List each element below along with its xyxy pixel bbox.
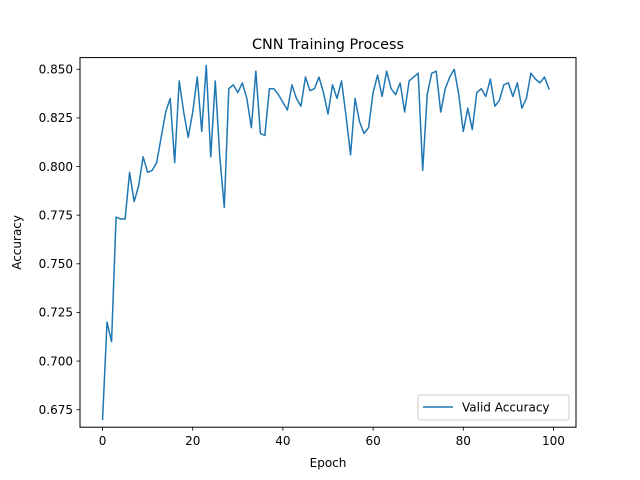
- chart-title: CNN Training Process: [252, 37, 404, 53]
- y-tick-label: 0.725: [39, 306, 73, 320]
- legend-box: [417, 394, 570, 421]
- x-tick-label: 40: [275, 434, 290, 448]
- x-tick-label: 80: [456, 434, 471, 448]
- y-tick-label: 0.825: [39, 111, 73, 125]
- y-axis-label: Accuracy: [10, 215, 24, 270]
- x-axis-label: Epoch: [310, 456, 347, 470]
- series-line-0: [101, 64, 550, 421]
- y-tick-label: 0.750: [39, 257, 73, 271]
- x-tick-label: 60: [365, 434, 380, 448]
- legend: Valid Accuracy: [417, 394, 570, 421]
- x-tick-label: 0: [99, 434, 107, 448]
- legend-label: Valid Accuracy: [462, 401, 550, 415]
- y-tick-label: 0.675: [39, 403, 73, 417]
- axes-frame: [79, 57, 577, 428]
- plot-area: [101, 64, 550, 421]
- y-tick-label: 0.700: [39, 354, 73, 368]
- y-tick-label: 0.850: [39, 63, 73, 77]
- y-tick-label: 0.775: [39, 208, 73, 222]
- x-tick-label: 20: [185, 434, 200, 448]
- x-tick-label: 100: [542, 434, 565, 448]
- x-axis: 0 20 40 60 80 100: [99, 427, 565, 448]
- y-tick-label: 0.800: [39, 160, 73, 174]
- y-axis: 0.675 0.700 0.725 0.750 0.775 0.800 0.825 0.850: [39, 63, 80, 417]
